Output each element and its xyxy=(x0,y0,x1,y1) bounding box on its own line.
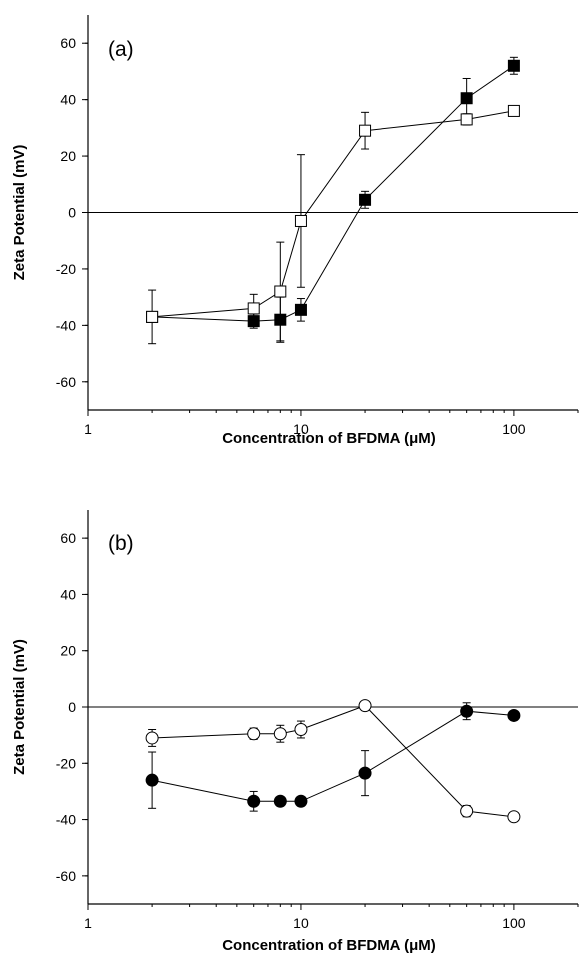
x-axis-title: Concentration of BFDMA (μM) xyxy=(222,937,436,954)
data-point xyxy=(359,193,372,206)
data-point xyxy=(145,731,159,745)
y-axis-title: Zeta Potential (mV) xyxy=(11,639,28,775)
x-tick-label: 10 xyxy=(293,915,309,931)
data-point xyxy=(247,302,260,315)
data-point xyxy=(273,727,287,741)
axis-ticks: -60 -40 -20 0 20 40 60 1 10 100 xyxy=(56,35,579,437)
x-tick-label: 100 xyxy=(502,915,526,931)
data-point xyxy=(507,810,521,824)
data-point xyxy=(358,699,372,713)
data-point xyxy=(294,303,307,316)
y-tick-label: -60 xyxy=(56,868,76,884)
y-tick-label: -40 xyxy=(56,317,76,333)
data-point xyxy=(247,727,261,741)
data-point xyxy=(460,92,473,105)
x-tick-label: 10 xyxy=(293,421,309,437)
data-marks xyxy=(146,56,520,345)
data-point xyxy=(359,124,372,137)
y-tick-label: 20 xyxy=(60,148,76,164)
series-line xyxy=(152,65,515,322)
chart-panel-a: (a) Concentration of BFDMA (μM) Zeta Pot… xyxy=(11,15,579,447)
data-point xyxy=(460,704,474,718)
y-tick-label: 40 xyxy=(60,586,76,602)
chart-panel-b: (b) Concentration of BFDMA (μM) Zeta Pot… xyxy=(11,510,579,954)
x-tick-label: 100 xyxy=(502,421,526,437)
data-point xyxy=(146,310,159,323)
data-point xyxy=(273,794,287,808)
data-point xyxy=(294,214,307,227)
x-tick-label: 1 xyxy=(84,915,92,931)
y-tick-label: 0 xyxy=(68,699,76,715)
data-point xyxy=(507,708,521,722)
data-point xyxy=(460,804,474,818)
panel-label: (a) xyxy=(108,38,134,61)
series-line xyxy=(152,705,514,818)
x-tick-label: 1 xyxy=(84,421,92,437)
data-point xyxy=(294,794,308,808)
data-point xyxy=(507,104,520,117)
y-tick-label: -60 xyxy=(56,374,76,390)
y-tick-label: 40 xyxy=(60,92,76,108)
x-axis-title: Concentration of BFDMA (μM) xyxy=(222,430,436,447)
panel-label: (b) xyxy=(108,532,134,555)
data-point xyxy=(507,59,520,72)
data-point xyxy=(247,794,261,808)
y-tick-label: 0 xyxy=(68,205,76,221)
data-marks xyxy=(145,699,521,824)
y-tick-label: 60 xyxy=(60,35,76,51)
data-point xyxy=(460,113,473,126)
series-line xyxy=(151,710,514,802)
data-point xyxy=(358,766,372,780)
axis-ticks: -60 -40 -20 0 20 40 60 1 10 100 xyxy=(56,530,579,931)
y-tick-label: -20 xyxy=(56,261,76,277)
data-point xyxy=(145,773,159,787)
data-point xyxy=(274,285,287,298)
y-axis-title: Zeta Potential (mV) xyxy=(11,145,28,281)
y-tick-label: -40 xyxy=(56,812,76,828)
y-tick-label: 60 xyxy=(60,530,76,546)
y-tick-label: -20 xyxy=(56,755,76,771)
y-tick-label: 20 xyxy=(60,643,76,659)
series-line xyxy=(152,110,514,318)
data-point xyxy=(294,723,308,737)
